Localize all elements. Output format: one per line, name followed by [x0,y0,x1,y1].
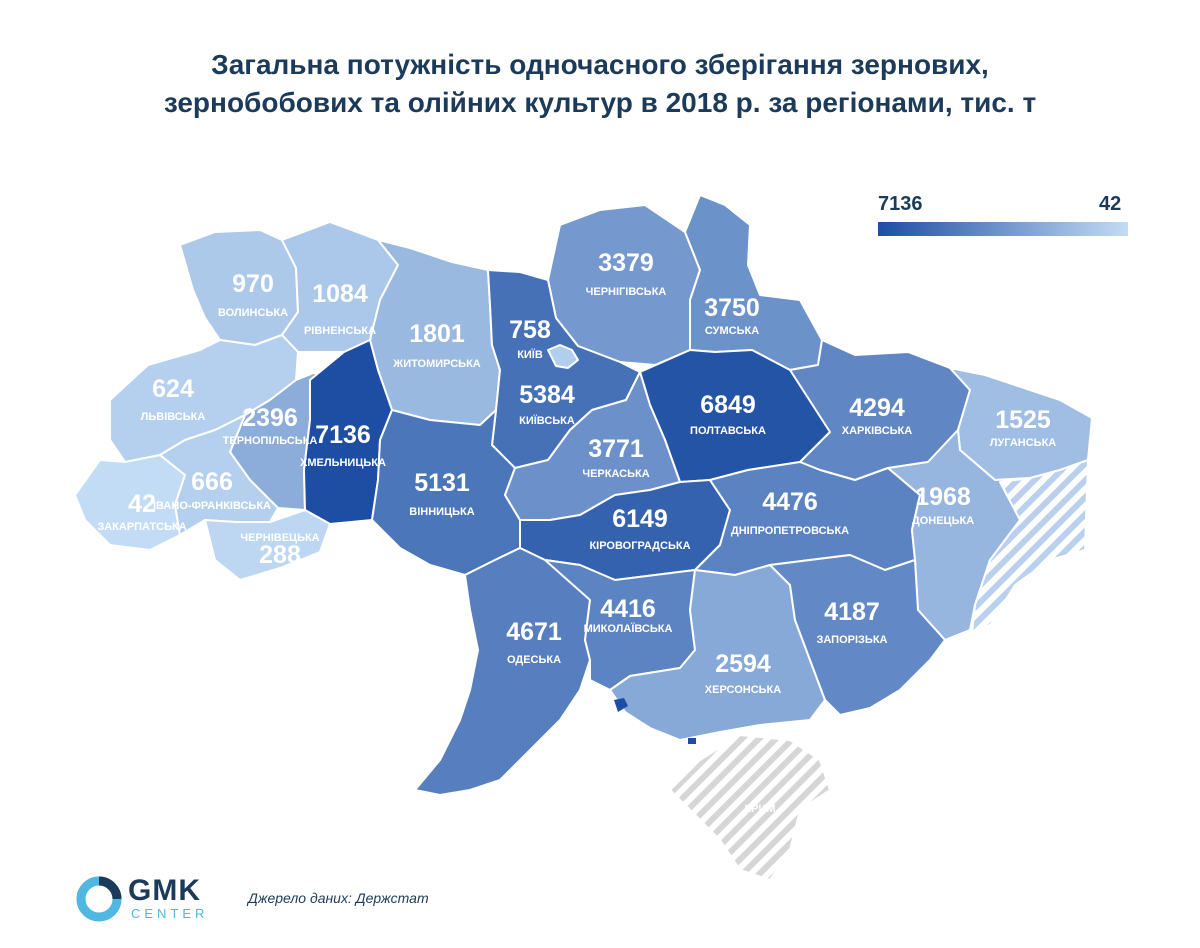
region-value-label: 4416 [600,595,656,623]
occupied-luhansk-donetsk [971,459,1089,633]
region-value-label: 970 [232,270,274,298]
region-dnipropetrovska [694,461,921,576]
region-name-label: ХАРКІВСЬКА [842,425,912,437]
region-labels: 970 ВОЛИНСЬКА 1084 РІВНЕНСЬКА 1801 ЖИТОМИРСЬК… [97,249,1056,696]
region-value-label: 6149 [612,505,668,533]
region-value-label: 7136 [315,421,371,449]
region-zaporizka [769,554,946,716]
region-value-label: 1801 [409,320,465,348]
region-value-label: 4476 [762,488,818,516]
region-name-label: КІРОВОГРАДСЬКА [589,540,690,552]
region-name-label: СУМСЬКА [705,325,759,337]
region-value-label: 4294 [849,394,905,422]
region-value-label: 5131 [414,469,470,497]
region-name-label: ЛЬВІВСЬКА [141,411,206,423]
legend-max-label: 7136 [878,193,923,215]
region-value-label: 4187 [824,598,880,626]
region-name-label: ДОНЕЦЬКА [912,515,974,527]
sevastopol-dot [614,698,628,712]
region-value-label: 2396 [242,404,298,432]
region-name-label: КИЇВСЬКА [519,414,575,427]
region-name-label: ЖИТОМИРСЬКА [392,358,481,370]
chart-title: Загальна потужність одночасного зберіган… [0,46,1200,122]
region-name-label: ВІННИЦЬКА [409,506,474,518]
region-value-label: 758 [509,316,551,344]
region-kyiv-city [547,344,579,369]
region-name-label: ЧЕРНІВЕЦЬКА [240,532,319,544]
region-value-label: 42 [128,490,156,518]
region-value-label: 1525 [995,406,1051,434]
region-name-label: ІВАНО-ФРАНКІВСЬКА [153,500,271,512]
region-name-label: ЧЕРКАСЬКА [582,468,649,480]
region-odeska [414,547,591,796]
region-value-label: 6849 [700,391,756,419]
region-value-label: 1968 [915,483,971,511]
region-name-label: ЧЕРНІГІВСЬКА [586,286,667,298]
region-value-label: 666 [191,468,233,496]
region-value-label: 2594 [715,650,771,678]
region-name-label: ВОЛИНСЬКА [218,307,288,319]
region-ivano-frankivska [159,414,279,536]
crimea-name: КРИМ [744,803,775,815]
region-value-label: 3771 [588,435,644,463]
logo-wordmark: GMK [128,874,201,907]
region-name-label: ХЕРСОНСЬКА [705,684,781,696]
region-value-label: 4671 [506,618,562,646]
title-line-2: зернобобових та олійних культур в 2018 р… [163,87,1037,118]
region-value-label: 624 [152,375,194,403]
logo-subtitle: CENTER [131,906,209,921]
gmk-center-logo: GMK CENTER [76,874,216,922]
region-name-label: ХМЕЛЬНИЦЬКА [300,457,386,469]
region-chernivetska [204,509,331,581]
data-source-note: Джерело даних: Держстат [248,890,429,906]
sea-dot [688,738,696,744]
region-value-label: 3379 [598,249,654,277]
region-name-label: РІВНЕНСЬКА [304,325,376,337]
legend-min-label: 42 [1099,193,1122,215]
region-crimea [669,734,831,881]
region-name-label: КИЇВ [517,348,543,361]
region-name-label: ПОЛТАВСЬКА [690,425,766,437]
region-value-label: 5384 [519,381,575,409]
region-name-label: ЗАПОРІЗЬКА [816,634,887,646]
crimea-label: КРИМ [744,803,775,815]
region-sumska [684,194,823,371]
title-line-1: Загальна потужність одночасного зберіган… [211,49,989,80]
region-name-label: ТЕРНОПІЛЬСЬКА [223,435,318,447]
region-name-label: ДНІПРОПЕТРОВСЬКА [731,525,849,537]
legend-color-bar [878,222,1128,236]
region-name-label: ЗАКАРПАТСЬКА [97,521,186,533]
region-value-label: 3750 [704,294,760,322]
region-name-label: ЛУГАНСЬКА [990,437,1057,449]
logo-ring-icon [76,876,122,922]
region-value-label: 288 [259,541,301,569]
region-name-label: ОДЕСЬКА [507,654,561,666]
region-name-label: МИКОЛАЇВСЬКА [584,622,673,635]
region-value-label: 1084 [312,280,368,308]
